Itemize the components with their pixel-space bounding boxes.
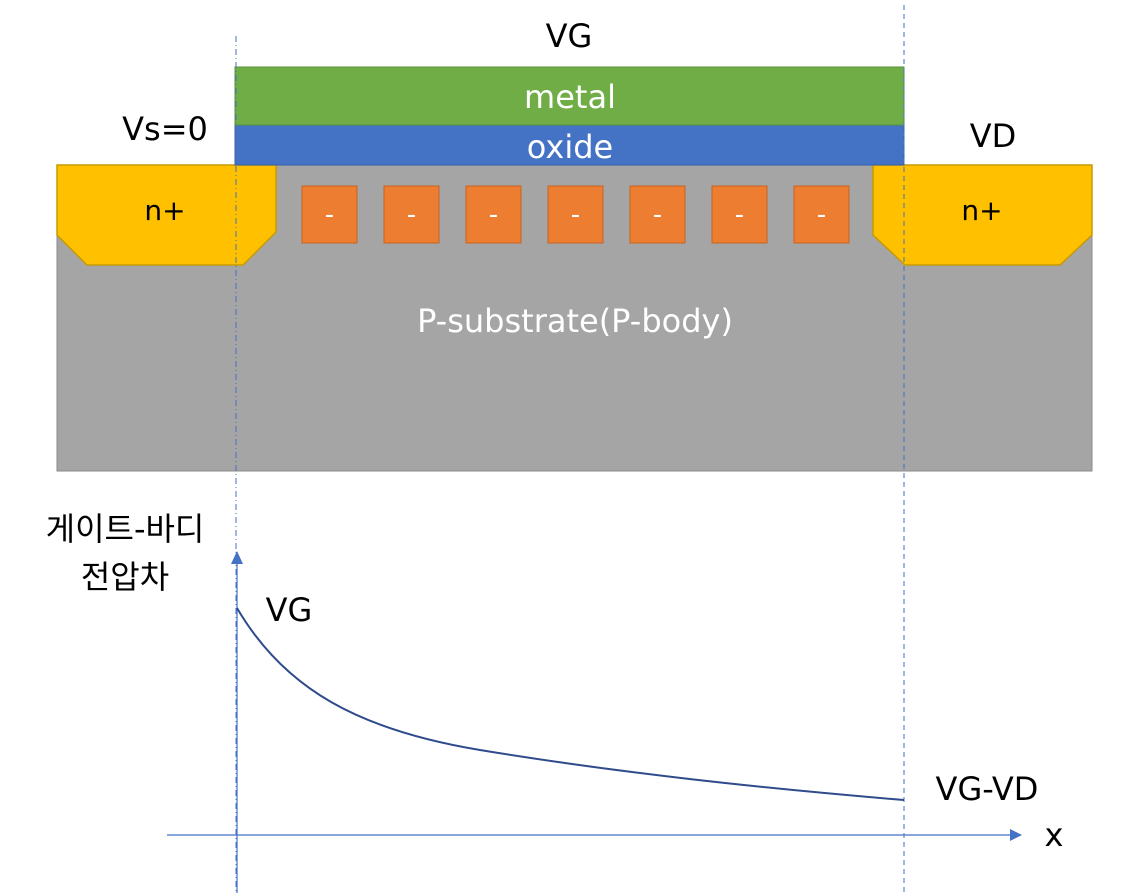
electron-charge-symbol: - — [735, 200, 744, 230]
source-voltage-label: Vs=0 — [122, 110, 208, 148]
curve-start-label: VG — [266, 591, 313, 629]
voltage-difference-curve — [236, 607, 905, 801]
y-axis-label-line1: 게이트-바디 — [46, 510, 205, 548]
curve-end-label: VG-VD — [936, 770, 1039, 808]
x-axis-label: x — [1045, 816, 1064, 854]
electron-charge-symbol: - — [489, 200, 498, 230]
electron-charge-symbol: - — [407, 200, 416, 230]
y-axis-arrowhead — [231, 551, 243, 564]
source-region-label: n+ — [144, 194, 185, 227]
electron-charge-box — [383, 185, 440, 244]
metal-label: metal — [524, 78, 616, 116]
electron-charge-box — [793, 185, 850, 244]
drain-voltage-label: VD — [970, 117, 1017, 155]
electron-charge-symbol: - — [817, 200, 826, 230]
y-axis-label-line2: 전압차 — [81, 558, 169, 596]
electron-charge-box — [629, 185, 686, 244]
x-axis-arrowhead — [1010, 829, 1022, 841]
electron-charge-symbol: - — [571, 200, 580, 230]
electron-charge-box — [465, 185, 522, 244]
electron-charge-box — [547, 185, 604, 244]
substrate-label: P-substrate(P-body) — [417, 302, 733, 340]
drain-region-label: n+ — [961, 194, 1002, 227]
oxide-label: oxide — [527, 128, 613, 166]
drain-n-plus-region — [872, 164, 1093, 266]
electron-charge-box — [711, 185, 768, 244]
gate-voltage-label: VG — [546, 17, 593, 55]
electron-charge-symbol: - — [325, 200, 334, 230]
electron-charge-symbol: - — [653, 200, 662, 230]
electron-charge-box — [301, 185, 358, 244]
channel-charges: ------- — [301, 185, 850, 244]
